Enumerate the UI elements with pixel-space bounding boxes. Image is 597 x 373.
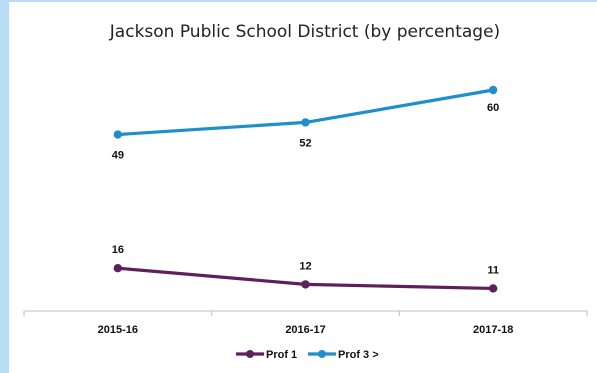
legend-label: Prof 1 xyxy=(266,349,297,361)
legend: Prof 1 Prof 3 > xyxy=(236,349,379,361)
data-label: 49 xyxy=(112,150,124,162)
data-point xyxy=(113,264,123,273)
legend-marker xyxy=(318,350,326,358)
data-label: 16 xyxy=(112,244,124,256)
series-layer xyxy=(113,85,498,293)
chart-title: Jackson Public School District (by perce… xyxy=(109,22,500,42)
data-point xyxy=(113,130,123,139)
data-point xyxy=(488,85,498,95)
data-labels: 16 12 11 49 52 60 xyxy=(112,102,500,276)
data-label: 12 xyxy=(299,260,311,272)
legend-label: Prof 3 > xyxy=(338,349,379,361)
x-tick-label: 2017-18 xyxy=(473,324,513,336)
data-point xyxy=(488,284,498,293)
x-tick-label: 2016-17 xyxy=(285,324,325,336)
x-axis: 2015-16 2016-17 2017-18 xyxy=(23,310,588,336)
legend-marker xyxy=(246,350,254,358)
data-label: 52 xyxy=(299,137,311,149)
x-tick-label: 2015-16 xyxy=(98,324,138,336)
data-label: 60 xyxy=(487,102,499,114)
data-point xyxy=(301,280,310,289)
data-label: 11 xyxy=(487,264,499,276)
series-line xyxy=(116,88,495,137)
data-point xyxy=(301,118,310,127)
